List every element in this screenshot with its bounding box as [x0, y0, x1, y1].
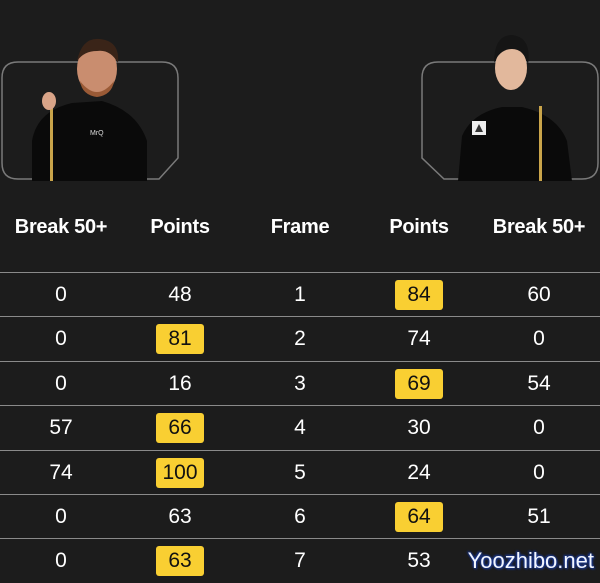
left-break-value: 0: [55, 283, 67, 306]
left-points: 16: [120, 372, 240, 396]
frame-number: 6: [240, 505, 360, 529]
winner-points-badge: 84: [395, 280, 443, 310]
winner-points-badge: 81: [156, 324, 204, 355]
table-row: 57 66 4 30 0: [0, 406, 600, 450]
left-points-value: 16: [168, 371, 192, 395]
right-break-value: 51: [527, 505, 551, 528]
frame-number: 1: [240, 283, 360, 307]
frame-number: 2: [240, 327, 360, 351]
header-right-break: Break 50+: [492, 216, 586, 238]
row-divider: [0, 405, 600, 407]
left-points: 63: [120, 505, 240, 529]
left-points-value: 63: [168, 505, 192, 528]
row-divider: [0, 360, 600, 362]
left-points-value: 48: [168, 283, 192, 306]
right-break: 0: [479, 416, 599, 440]
header-left-break: Break 50+: [14, 216, 108, 238]
player-photo-left: MrQ: [1, 38, 179, 181]
left-break: 0: [1, 327, 121, 351]
frame-number-value: 3: [294, 371, 306, 395]
left-break-value: 0: [55, 327, 67, 351]
frame-number: 4: [240, 416, 360, 440]
left-points: 66: [120, 413, 240, 444]
right-points: 24: [359, 461, 479, 485]
left-break: 0: [1, 505, 121, 529]
left-break-value: 57: [49, 416, 73, 440]
right-points: 30: [359, 416, 479, 440]
right-points: 53: [359, 549, 479, 573]
right-break-value: 0: [533, 327, 545, 351]
right-points-value: 53: [407, 549, 431, 573]
row-divider: [0, 494, 600, 495]
frame-number-value: 1: [294, 283, 306, 306]
left-break: 0: [1, 372, 121, 396]
right-points-value: 24: [407, 460, 431, 484]
left-points: 63: [120, 546, 240, 577]
frame-number-value: 2: [294, 327, 306, 351]
left-break-value: 0: [55, 549, 67, 573]
right-break: 54: [479, 372, 599, 396]
right-points: 84: [359, 280, 479, 310]
left-break: 0: [1, 283, 121, 307]
frame-number-value: 4: [294, 416, 306, 440]
frame-number-value: 7: [294, 549, 306, 573]
left-break: 74: [1, 461, 121, 485]
row-divider: [0, 316, 600, 318]
left-points: 48: [120, 283, 240, 307]
right-points: 64: [359, 502, 479, 532]
winner-points-badge: 100: [156, 457, 204, 488]
winner-points-badge: 64: [395, 502, 443, 532]
left-break-value: 0: [55, 505, 67, 528]
right-break-value: 60: [527, 283, 551, 306]
table-row: 0 16 3 69 54: [0, 362, 600, 406]
frame-number-value: 6: [294, 505, 306, 528]
table-row: 0 63 6 64 51: [0, 495, 600, 539]
right-break: 0: [479, 327, 599, 351]
right-break-value: 0: [533, 460, 545, 484]
row-divider: [0, 538, 600, 540]
header-right-points: Points: [389, 216, 449, 238]
header-frame: Frame: [270, 216, 330, 238]
table-row: 0 81 2 74 0: [0, 317, 600, 361]
winner-points-badge: 63: [156, 546, 204, 577]
right-break: 0: [479, 461, 599, 485]
header-left-points: Points: [150, 216, 210, 238]
player-card-right[interactable]: [421, 35, 599, 181]
left-break-value: 0: [55, 371, 67, 395]
player-photo-right: [421, 35, 599, 181]
left-break: 0: [1, 549, 121, 573]
row-divider: [0, 449, 600, 451]
table-row: 74 100 5 24 0: [0, 451, 600, 495]
right-break: 60: [479, 283, 599, 307]
watermark: Yoozhibo.net: [467, 548, 594, 573]
frame-number: 3: [240, 372, 360, 396]
right-break-value: 54: [527, 371, 551, 395]
table-row: 0 63 7 53: [0, 539, 600, 583]
left-break-value: 74: [49, 460, 73, 484]
right-points: 74: [359, 327, 479, 351]
right-points-value: 74: [407, 327, 431, 351]
right-points-value: 30: [407, 416, 431, 440]
winner-points-badge: 66: [156, 413, 204, 444]
table-row: 0 48 1 84 60: [0, 273, 600, 317]
frame-number: 5: [240, 461, 360, 485]
frame-number-value: 5: [294, 460, 306, 484]
right-points: 69: [359, 368, 479, 399]
right-break-value: 0: [533, 416, 545, 440]
left-break: 57: [1, 416, 121, 440]
right-break: 51: [479, 505, 599, 529]
row-divider: [0, 272, 600, 273]
frame-number: 7: [240, 549, 360, 573]
svg-text:MrQ: MrQ: [90, 130, 104, 137]
winner-points-badge: 69: [395, 368, 443, 399]
left-points: 100: [120, 457, 240, 488]
player-card-left[interactable]: MrQ: [1, 38, 179, 181]
table-header: Break 50+ Points Frame Points Break 50+: [0, 216, 600, 246]
left-points: 81: [120, 324, 240, 355]
